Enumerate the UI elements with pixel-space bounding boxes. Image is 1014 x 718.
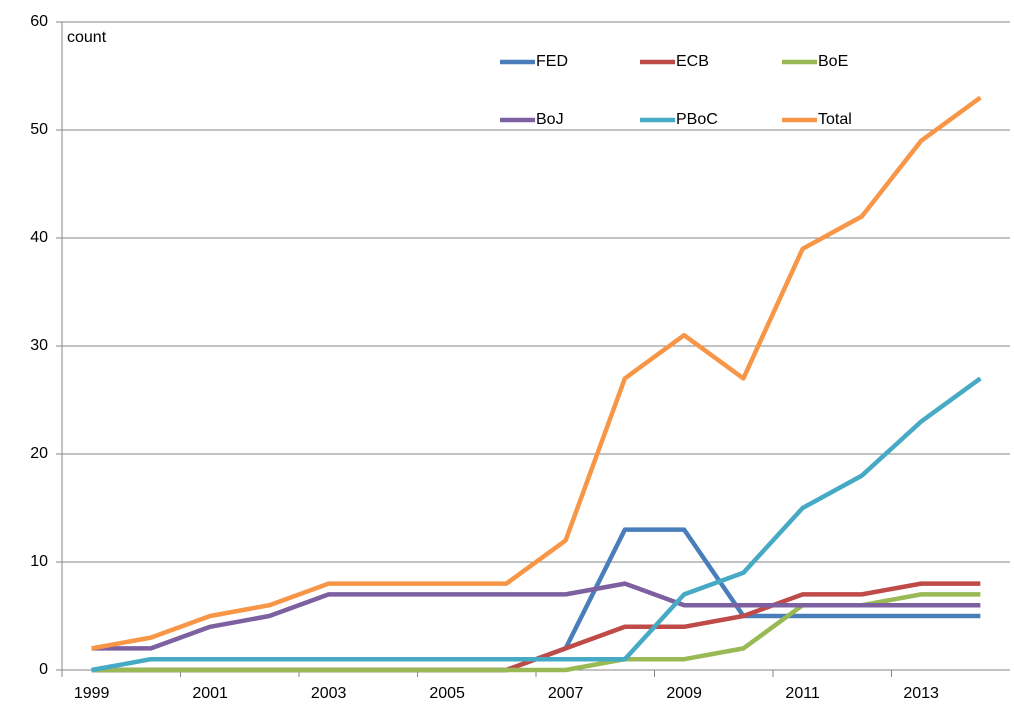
- legend-label: BoJ: [536, 111, 564, 128]
- y-tick-label: 40: [30, 229, 48, 246]
- x-tick-label: 2009: [666, 685, 702, 702]
- x-tick-label: 2013: [903, 685, 939, 702]
- x-tick-label: 2005: [429, 685, 465, 702]
- legend-label: ECB: [676, 53, 709, 70]
- series-line: [91, 581, 981, 651]
- y-tick-label: 30: [30, 337, 48, 354]
- x-tick-label: 1999: [74, 685, 110, 702]
- x-tick-label: 2001: [192, 685, 228, 702]
- y-tick-label: 0: [39, 661, 48, 678]
- legend-label: FED: [536, 53, 568, 70]
- legend-label: BoE: [818, 53, 848, 70]
- legend-label: PBoC: [676, 111, 718, 128]
- y-tick-label: 10: [30, 553, 48, 570]
- x-tick-label: 2007: [548, 685, 584, 702]
- x-tick-label: 2003: [311, 685, 347, 702]
- y-axis-label: count: [67, 29, 107, 46]
- series-line: [91, 95, 982, 651]
- series-line: [91, 527, 981, 673]
- y-tick-label: 20: [30, 445, 48, 462]
- series-line: [91, 376, 982, 673]
- x-tick-label: 2011: [785, 685, 820, 702]
- y-tick-label: 60: [30, 13, 48, 30]
- legend-label: Total: [818, 111, 852, 128]
- y-tick-label: 50: [30, 121, 48, 138]
